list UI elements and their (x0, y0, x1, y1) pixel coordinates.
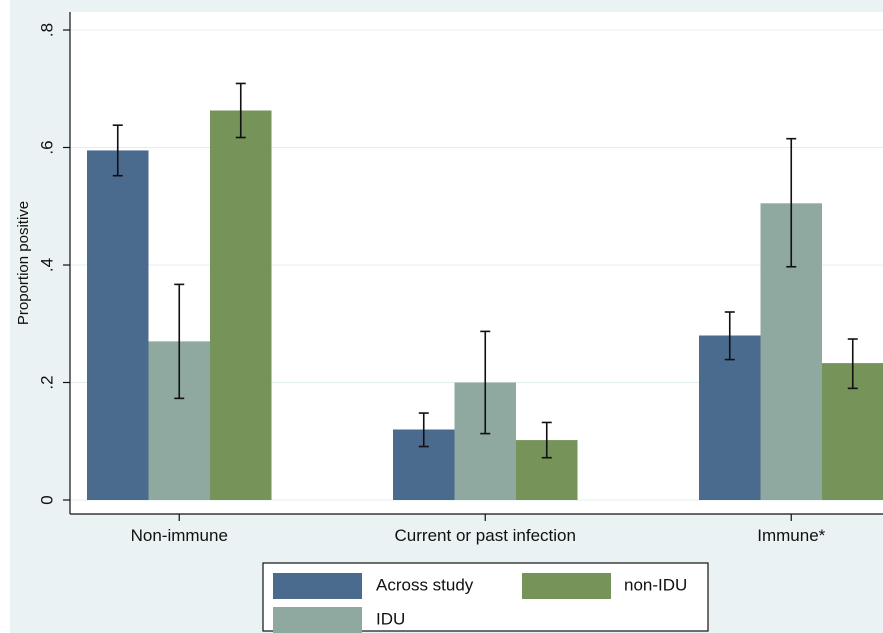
x-tick-label: Immune* (757, 526, 825, 545)
y-tick-label: .8 (37, 23, 56, 37)
x-tick-label: Non-immune (131, 526, 228, 545)
legend-label: IDU (376, 609, 405, 628)
y-tick-label: .2 (37, 375, 56, 389)
x-tick-label: Current or past infection (395, 526, 576, 545)
x-ticks: Non-immune Current or past infection Immun… (131, 514, 826, 545)
y-tick-label: .6 (37, 140, 56, 154)
legend: Across study IDU non-IDU (262, 562, 709, 633)
legend-swatch (522, 573, 611, 599)
y-axis-label: Proportion positive (15, 201, 32, 325)
legend-label: Across study (376, 575, 474, 594)
y-tick-label: 0 (37, 495, 56, 504)
y-tick-label: .4 (37, 258, 56, 272)
y-ticks: 0 .2 .4 .6 .8 (37, 23, 70, 505)
legend-swatch (273, 573, 362, 599)
legend-label: non-IDU (624, 575, 687, 594)
bar (87, 150, 149, 500)
bar (210, 110, 272, 501)
bar (699, 335, 761, 500)
bars (87, 110, 883, 501)
legend-swatch (273, 607, 362, 633)
error-bars (112, 82, 858, 459)
